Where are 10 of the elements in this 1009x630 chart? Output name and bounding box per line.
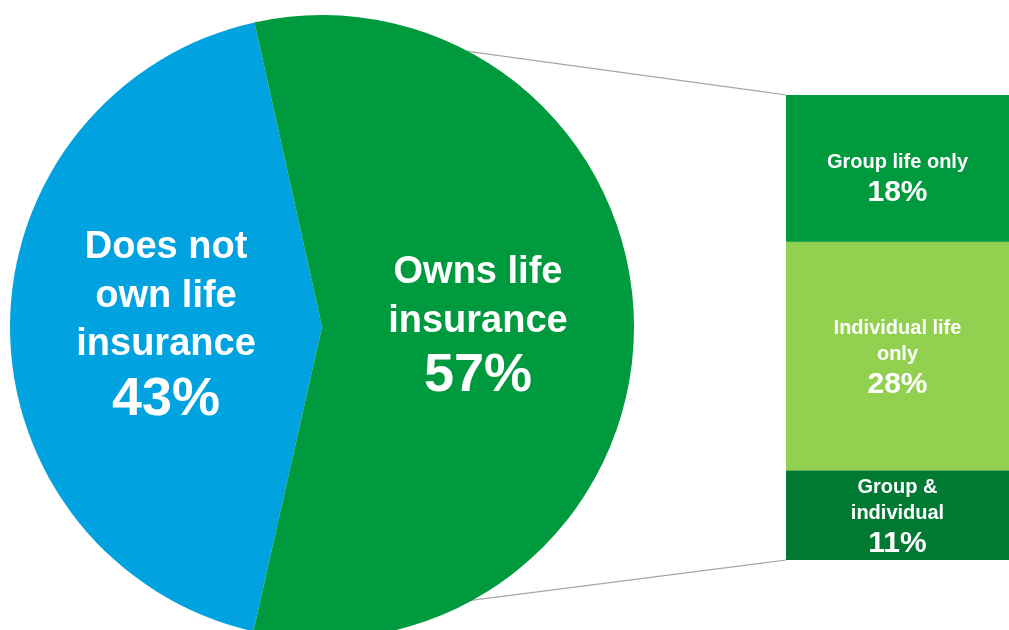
slice-label: Owns life insurance: [388, 248, 568, 340]
data-label: 18%: [867, 173, 928, 207]
series-label: Group & individual: [850, 475, 945, 524]
slice-label: Does not own life insurance: [76, 224, 256, 364]
data-label: 11%: [868, 525, 927, 559]
series-label: Group life only: [826, 149, 969, 172]
data-label: 43%: [111, 365, 221, 426]
series-label: Individual life only: [833, 316, 962, 365]
data-label: 28%: [867, 366, 928, 400]
data-label: 57%: [423, 342, 533, 403]
